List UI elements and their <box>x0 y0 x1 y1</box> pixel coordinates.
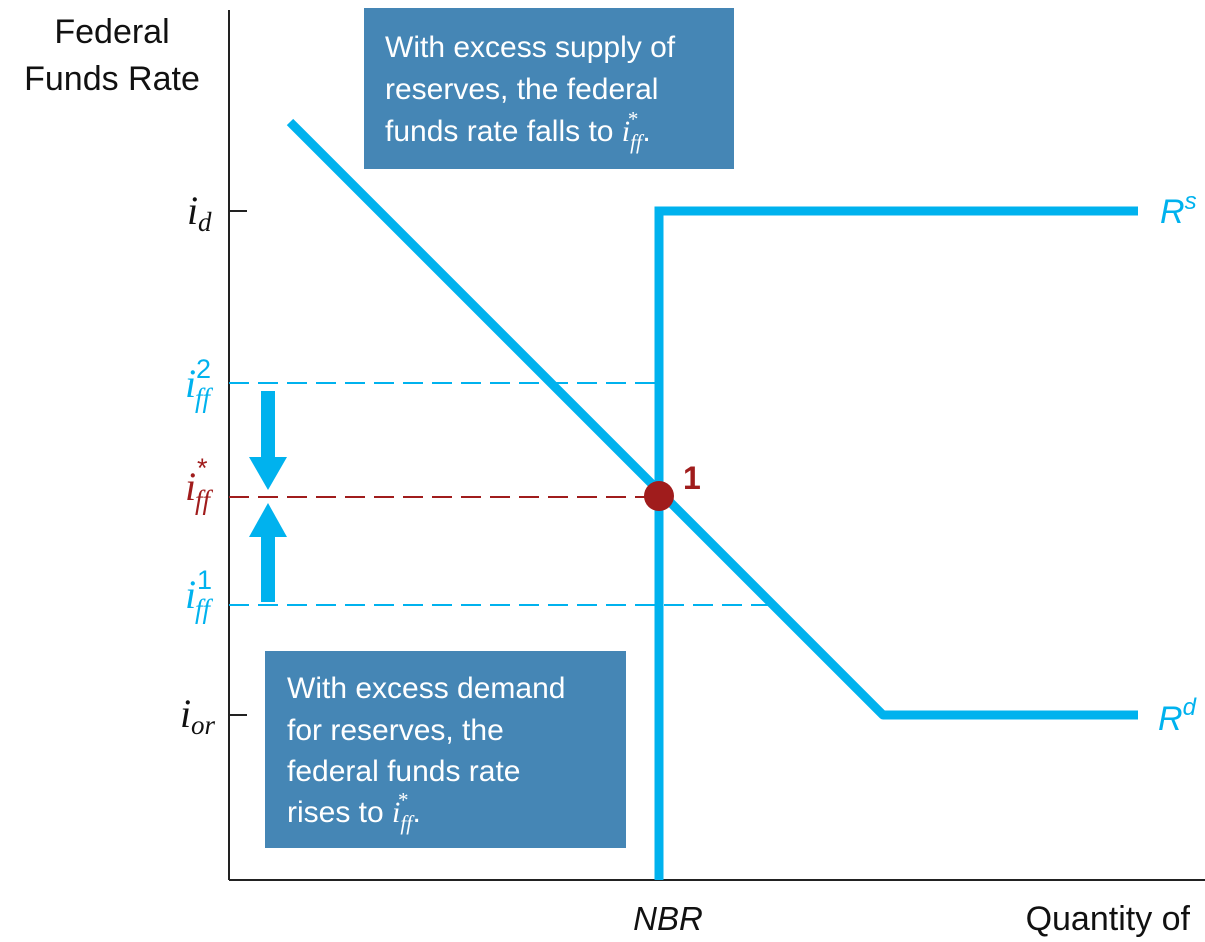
svg-text:ff: ff <box>195 485 214 515</box>
supply-curve-label: Rs <box>1160 188 1197 231</box>
svg-text:*: * <box>197 453 208 483</box>
y-axis-label-line1: Federal <box>54 13 169 51</box>
nbr-label: NBR <box>633 900 703 937</box>
excess-demand-callout: With excess demand for reserves, the fed… <box>265 651 626 848</box>
svg-text:2: 2 <box>196 354 211 384</box>
svg-text:i: i <box>185 464 196 509</box>
svg-text:ff: ff <box>195 383 214 413</box>
demand-curve <box>286 118 1138 720</box>
svg-text:federal funds rate: federal funds rate <box>287 755 520 788</box>
down-arrow-icon <box>249 391 287 490</box>
demand-curve-label: Rd <box>1158 694 1197 738</box>
tick-label-i-ff-star: i * ff <box>185 453 214 515</box>
svg-text:or: or <box>191 710 216 740</box>
svg-text:funds rate falls to iff*.: funds rate falls to iff*. <box>385 107 651 154</box>
svg-text:rises to iff*.: rises to iff*. <box>287 788 421 835</box>
svg-text:With excess demand: With excess demand <box>287 672 565 705</box>
excess-supply-callout: With excess supply of reserves, the fede… <box>364 8 734 169</box>
svg-text:With excess supply of: With excess supply of <box>385 31 676 64</box>
svg-text:i: i <box>187 188 198 233</box>
tick-label-i-ff2: i 2 ff <box>185 354 214 413</box>
tick-label-i-or: i or <box>180 691 216 740</box>
svg-text:i: i <box>185 361 196 406</box>
svg-text:i: i <box>180 691 191 736</box>
svg-text:ff: ff <box>195 594 214 624</box>
svg-text:i: i <box>185 572 196 617</box>
svg-text:for reserves, the: for reserves, the <box>287 714 504 747</box>
supply-curve <box>654 206 1138 880</box>
equilibrium-point <box>644 481 674 511</box>
y-axis-label-line2: Funds Rate <box>24 60 200 98</box>
svg-text:reserves, the federal: reserves, the federal <box>385 73 658 106</box>
x-axis-label: Quantity of <box>1026 900 1191 938</box>
svg-text:1: 1 <box>197 565 212 595</box>
tick-label-i-d: i d <box>187 188 212 237</box>
tick-label-i-ff1: i 1 ff <box>185 565 214 624</box>
equilibrium-label: 1 <box>683 460 701 496</box>
up-arrow-icon <box>249 503 287 602</box>
svg-text:d: d <box>198 207 212 237</box>
